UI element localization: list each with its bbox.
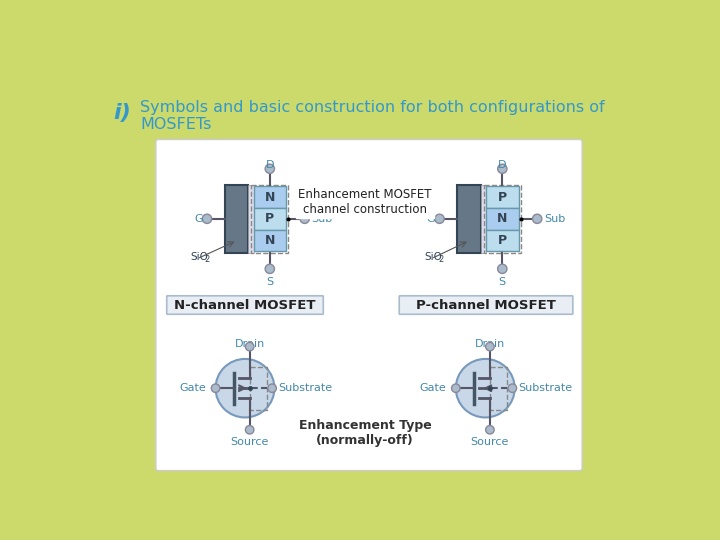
- Text: D: D: [498, 160, 507, 170]
- Text: S: S: [266, 276, 274, 287]
- Bar: [253, 186, 286, 208]
- Circle shape: [508, 384, 517, 393]
- Text: Sub: Sub: [312, 214, 333, 224]
- Text: Drain: Drain: [474, 339, 505, 349]
- FancyBboxPatch shape: [399, 296, 573, 314]
- Text: P-channel MOSFET: P-channel MOSFET: [416, 299, 556, 312]
- Circle shape: [435, 214, 444, 224]
- Circle shape: [246, 342, 254, 351]
- Bar: [484, 185, 521, 253]
- Text: MOSFETs: MOSFETs: [140, 117, 212, 132]
- Circle shape: [456, 359, 515, 417]
- Text: Gate: Gate: [179, 383, 206, 393]
- Text: N: N: [265, 234, 275, 247]
- Bar: [481, 185, 486, 253]
- Circle shape: [498, 164, 507, 173]
- Circle shape: [451, 384, 460, 393]
- Text: SiO: SiO: [425, 252, 443, 262]
- Text: Gate: Gate: [420, 383, 446, 393]
- Text: Substrate: Substrate: [279, 383, 333, 393]
- Text: P: P: [498, 191, 507, 204]
- Circle shape: [265, 164, 274, 173]
- Circle shape: [533, 214, 542, 224]
- Circle shape: [268, 384, 276, 393]
- Text: Enhancement MOSFET
channel construction: Enhancement MOSFET channel construction: [298, 188, 432, 216]
- Text: N: N: [265, 191, 275, 204]
- Bar: [251, 185, 289, 253]
- Text: N: N: [497, 212, 508, 225]
- Bar: [225, 185, 248, 253]
- Text: Source: Source: [471, 437, 509, 447]
- Bar: [486, 208, 518, 230]
- Text: N-channel MOSFET: N-channel MOSFET: [174, 299, 316, 312]
- Text: Symbols and basic construction for both configurations of: Symbols and basic construction for both …: [140, 100, 605, 115]
- Circle shape: [485, 426, 494, 434]
- Circle shape: [485, 342, 494, 351]
- Text: 2: 2: [204, 255, 210, 264]
- Text: Drain: Drain: [235, 339, 265, 349]
- Text: G: G: [194, 214, 203, 224]
- Text: D: D: [266, 160, 274, 170]
- FancyBboxPatch shape: [156, 139, 582, 470]
- Text: G: G: [427, 214, 436, 224]
- Text: i): i): [113, 103, 131, 123]
- Bar: [490, 367, 507, 410]
- Circle shape: [246, 426, 254, 434]
- Text: SiO: SiO: [191, 252, 209, 262]
- Circle shape: [211, 384, 220, 393]
- Bar: [253, 208, 286, 230]
- Circle shape: [215, 359, 274, 417]
- Bar: [253, 230, 286, 251]
- Text: Substrate: Substrate: [518, 383, 572, 393]
- Text: Source: Source: [230, 437, 269, 447]
- Bar: [486, 230, 518, 251]
- Text: 2: 2: [438, 255, 444, 264]
- Text: Sub: Sub: [544, 214, 565, 224]
- Circle shape: [300, 214, 310, 224]
- Bar: [248, 185, 253, 253]
- FancyBboxPatch shape: [167, 296, 323, 314]
- Circle shape: [265, 264, 274, 273]
- Bar: [457, 185, 481, 253]
- Text: P: P: [265, 212, 274, 225]
- Text: P: P: [498, 234, 507, 247]
- Circle shape: [498, 264, 507, 273]
- Bar: [486, 186, 518, 208]
- Text: Enhancement Type
(normally-off): Enhancement Type (normally-off): [299, 419, 431, 447]
- Text: S: S: [499, 276, 506, 287]
- Circle shape: [202, 214, 212, 224]
- Bar: [250, 367, 266, 410]
